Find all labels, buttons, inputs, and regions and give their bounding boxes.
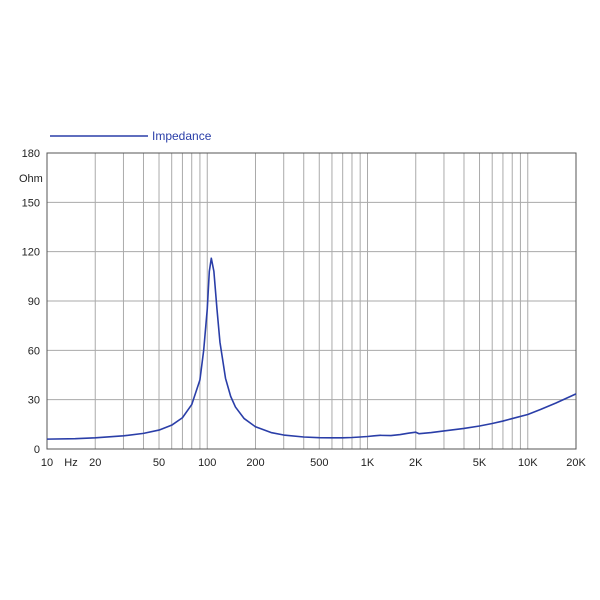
x-tick-label: 50 [153, 457, 165, 469]
x-tick-label: 2K [409, 457, 423, 469]
x-tick-label: 200 [246, 457, 264, 469]
y-tick-label: 180 [22, 148, 40, 160]
y-tick-label: 150 [22, 197, 40, 209]
plot-area-border [46, 152, 577, 450]
chart-grid [46, 152, 577, 450]
y-tick-label: 60 [28, 345, 40, 357]
axis-ticks: 0 30 60 90 120 150 180 10 20 50 100 200 500 1K 2K 5K 10K… [19, 148, 586, 469]
series-layer [46, 257, 577, 440]
y-tick-label: 30 [28, 395, 40, 407]
x-tick-label: 10K [518, 457, 538, 469]
x-tick-label: 20K [566, 457, 586, 469]
y-tick-label: 0 [34, 444, 40, 456]
x-axis-label: Hz [64, 457, 77, 469]
x-tick-label: 100 [198, 457, 216, 469]
x-tick-label: 20 [89, 457, 101, 469]
impedance-series-line [46, 257, 577, 440]
y-tick-label: 90 [28, 296, 40, 308]
x-tick-label: 500 [310, 457, 328, 469]
y-tick-label: 120 [22, 247, 40, 259]
x-tick-label: 1K [361, 457, 375, 469]
x-tick-label: 10 [41, 457, 53, 469]
x-tick-label: 5K [473, 457, 487, 469]
legend: Impedance [50, 129, 212, 143]
y-axis-label: Ohm [19, 173, 43, 185]
legend-label: Impedance [152, 129, 212, 143]
